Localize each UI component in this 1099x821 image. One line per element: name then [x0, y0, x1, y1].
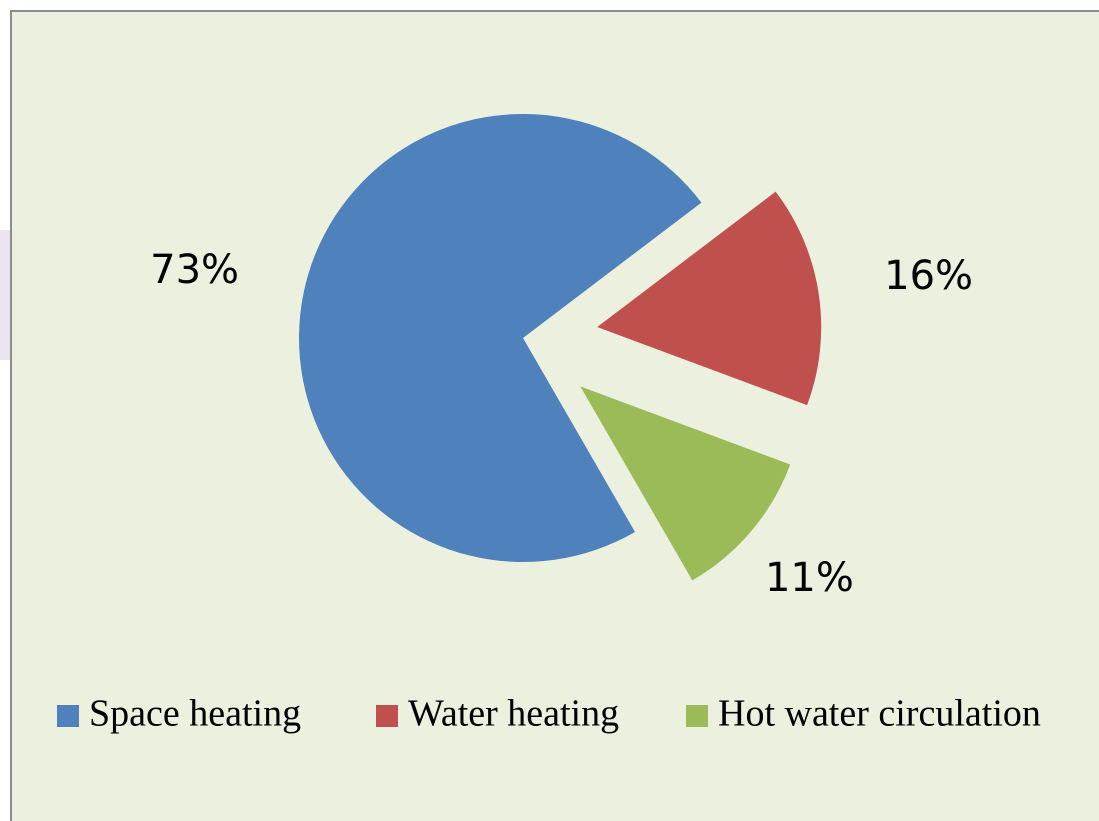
legend-label: Hot water circulation: [718, 693, 1041, 735]
data-label: 73%: [150, 247, 239, 293]
legend-swatch: [57, 705, 79, 727]
pie-slice: [597, 191, 822, 406]
data-label: 11%: [765, 555, 854, 601]
pie-slice: [580, 386, 791, 581]
pie-slice: [299, 113, 702, 562]
data-label: 16%: [884, 253, 973, 299]
side-strip: [0, 230, 12, 360]
legend-label: Water heating: [408, 693, 619, 735]
legend-swatch: [686, 705, 708, 727]
legend-swatch: [376, 705, 398, 727]
legend-label: Space heating: [89, 693, 301, 735]
